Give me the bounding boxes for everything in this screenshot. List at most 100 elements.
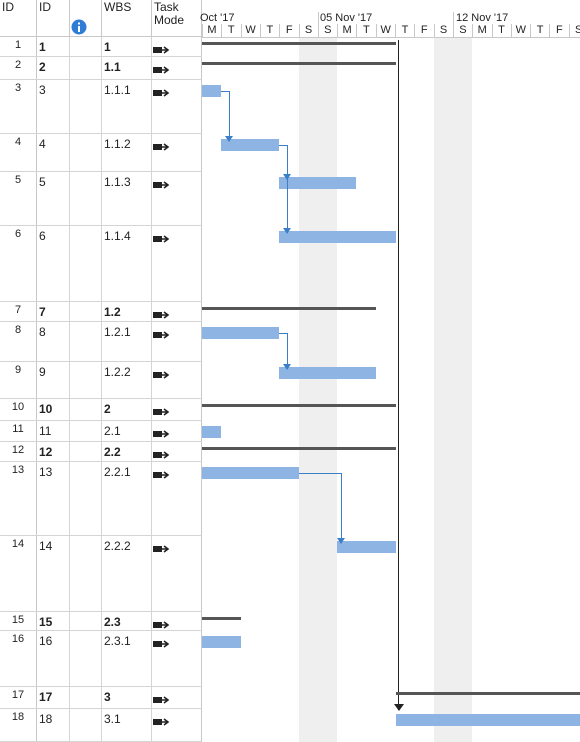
indicators-cell[interactable] xyxy=(70,57,102,79)
task-id-cell[interactable]: 6 xyxy=(37,226,70,301)
task-id-cell[interactable]: 11 xyxy=(37,421,70,441)
task-id-cell[interactable]: 13 xyxy=(37,462,70,535)
task-id-cell[interactable]: 2 xyxy=(37,57,70,79)
table-row[interactable]: 16 16 2.3.1 xyxy=(0,631,202,687)
row-number[interactable]: 9 xyxy=(0,362,37,398)
gantt-chart[interactable]: Oct '17 05 Nov '17 12 Nov '17 M T W T F S S M T W T F S… xyxy=(200,0,580,742)
task-bar[interactable] xyxy=(395,714,580,726)
row-number[interactable]: 4 xyxy=(0,134,37,171)
summary-bar[interactable] xyxy=(202,617,241,620)
task-bar[interactable] xyxy=(221,139,280,151)
task-id-cell[interactable]: 7 xyxy=(37,302,70,321)
task-mode-cell[interactable] xyxy=(152,134,202,171)
wbs-cell[interactable]: 2.2.2 xyxy=(102,536,152,611)
task-mode-cell[interactable] xyxy=(152,302,202,321)
table-row[interactable]: 11 11 2.1 xyxy=(0,421,202,442)
table-row[interactable]: 15 15 2.3 xyxy=(0,612,202,631)
task-id-cell[interactable]: 5 xyxy=(37,172,70,225)
row-number[interactable]: 17 xyxy=(0,687,37,708)
summary-bar[interactable] xyxy=(202,42,396,45)
wbs-cell[interactable]: 2.1 xyxy=(102,421,152,441)
task-bar[interactable] xyxy=(202,636,241,648)
row-number[interactable]: 12 xyxy=(0,442,37,461)
wbs-cell[interactable]: 1 xyxy=(102,37,152,56)
table-row[interactable]: 3 3 1.1.1 xyxy=(0,80,202,134)
row-number[interactable]: 15 xyxy=(0,612,37,630)
table-row[interactable]: 17 17 3 xyxy=(0,687,202,709)
task-mode-cell[interactable] xyxy=(152,399,202,420)
task-id-cell[interactable]: 4 xyxy=(37,134,70,171)
indicators-cell[interactable] xyxy=(70,37,102,56)
wbs-cell[interactable]: 3.1 xyxy=(102,709,152,741)
summary-bar[interactable] xyxy=(202,307,376,310)
row-number[interactable]: 7 xyxy=(0,302,37,321)
task-mode-cell[interactable] xyxy=(152,462,202,535)
table-row[interactable]: 9 9 1.2.2 xyxy=(0,362,202,399)
indicators-cell[interactable] xyxy=(70,536,102,611)
task-id-cell[interactable]: 16 xyxy=(37,631,70,686)
indicators-cell[interactable] xyxy=(70,134,102,171)
task-bar[interactable] xyxy=(279,367,376,379)
task-id-cell[interactable]: 14 xyxy=(37,536,70,611)
task-mode-cell[interactable] xyxy=(152,442,202,461)
wbs-cell[interactable]: 1.2.1 xyxy=(102,322,152,361)
task-mode-cell[interactable] xyxy=(152,687,202,708)
table-row[interactable]: 4 4 1.1.2 xyxy=(0,134,202,172)
task-bar[interactable] xyxy=(202,85,222,97)
wbs-cell[interactable]: 1.1.2 xyxy=(102,134,152,171)
indicators-cell[interactable] xyxy=(70,442,102,461)
indicators-cell[interactable] xyxy=(70,80,102,133)
table-row[interactable]: 8 8 1.2.1 xyxy=(0,322,202,362)
row-number[interactable]: 6 xyxy=(0,226,37,301)
row-number[interactable]: 5 xyxy=(0,172,37,225)
indicators-cell[interactable] xyxy=(70,612,102,630)
task-id-cell[interactable]: 18 xyxy=(37,709,70,741)
task-bar[interactable] xyxy=(202,426,222,438)
table-row[interactable]: 12 12 2.2 xyxy=(0,442,202,462)
indicators-cell[interactable] xyxy=(70,302,102,321)
indicators-cell[interactable] xyxy=(70,362,102,398)
task-id-cell[interactable]: 1 xyxy=(37,37,70,56)
row-number[interactable]: 18 xyxy=(0,709,37,741)
row-number[interactable]: 11 xyxy=(0,421,37,441)
wbs-cell[interactable]: 2.2 xyxy=(102,442,152,461)
table-row[interactable]: 10 10 2 xyxy=(0,399,202,421)
task-mode-cell[interactable] xyxy=(152,80,202,133)
indicators-cell[interactable] xyxy=(70,462,102,535)
wbs-cell[interactable]: 2 xyxy=(102,399,152,420)
task-mode-cell[interactable] xyxy=(152,631,202,686)
indicators-cell[interactable] xyxy=(70,322,102,361)
summary-bar[interactable] xyxy=(202,447,396,450)
indicators-cell[interactable] xyxy=(70,421,102,441)
row-header-column[interactable]: ID xyxy=(0,0,37,37)
task-bar[interactable] xyxy=(202,327,280,339)
table-row[interactable]: 7 7 1.2 xyxy=(0,302,202,322)
wbs-cell[interactable]: 1.2 xyxy=(102,302,152,321)
table-row[interactable]: 6 6 1.1.4 xyxy=(0,226,202,302)
row-number[interactable]: 10 xyxy=(0,399,37,420)
indicators-cell[interactable] xyxy=(70,687,102,708)
table-row[interactable]: 2 2 1.1 xyxy=(0,57,202,80)
summary-bar[interactable] xyxy=(202,404,396,407)
task-id-cell[interactable]: 12 xyxy=(37,442,70,461)
row-number[interactable]: 2 xyxy=(0,57,37,79)
task-id-cell[interactable]: 10 xyxy=(37,399,70,420)
indicators-cell[interactable] xyxy=(70,631,102,686)
task-bar[interactable] xyxy=(279,231,396,243)
task-mode-cell[interactable] xyxy=(152,172,202,225)
task-mode-cell[interactable] xyxy=(152,57,202,79)
row-number[interactable]: 8 xyxy=(0,322,37,361)
wbs-cell[interactable]: 1.2.2 xyxy=(102,362,152,398)
task-id-cell[interactable]: 3 xyxy=(37,80,70,133)
task-bar[interactable] xyxy=(279,177,357,189)
summary-bar[interactable] xyxy=(395,692,580,695)
row-number[interactable]: 1 xyxy=(0,37,37,56)
task-mode-cell[interactable] xyxy=(152,362,202,398)
table-row[interactable]: 5 5 1.1.3 xyxy=(0,172,202,226)
wbs-cell[interactable]: 2.3.1 xyxy=(102,631,152,686)
task-mode-cell[interactable] xyxy=(152,37,202,56)
wbs-cell[interactable]: 1.1.3 xyxy=(102,172,152,225)
wbs-cell[interactable]: 3 xyxy=(102,687,152,708)
summary-bar[interactable] xyxy=(202,62,396,65)
task-mode-cell[interactable] xyxy=(152,421,202,441)
